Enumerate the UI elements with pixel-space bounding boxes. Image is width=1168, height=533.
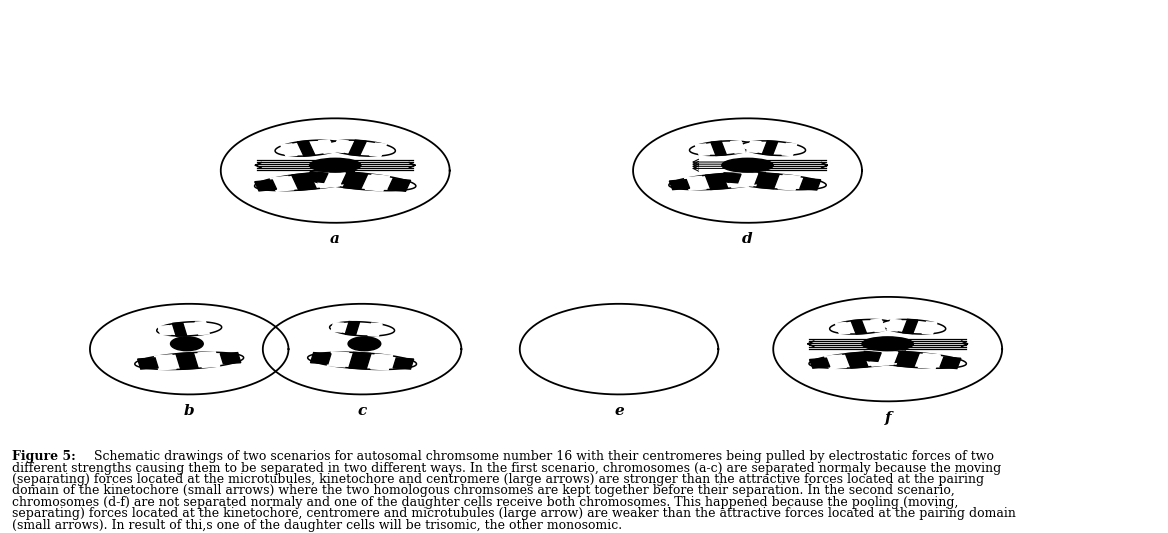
Polygon shape	[867, 351, 889, 366]
Polygon shape	[311, 353, 331, 364]
Polygon shape	[711, 141, 726, 156]
Polygon shape	[336, 171, 360, 184]
Polygon shape	[280, 144, 297, 156]
Polygon shape	[343, 172, 368, 189]
Polygon shape	[897, 351, 919, 367]
Polygon shape	[349, 352, 371, 369]
Polygon shape	[778, 175, 800, 190]
Polygon shape	[721, 173, 741, 183]
Text: e: e	[614, 404, 624, 418]
Polygon shape	[154, 355, 176, 370]
Polygon shape	[349, 140, 367, 156]
Polygon shape	[903, 319, 918, 334]
Polygon shape	[327, 140, 395, 156]
Polygon shape	[876, 351, 898, 365]
Polygon shape	[321, 171, 346, 186]
Polygon shape	[851, 320, 867, 334]
Text: a: a	[331, 232, 340, 246]
Polygon shape	[314, 172, 339, 188]
Polygon shape	[368, 323, 382, 336]
Polygon shape	[332, 140, 348, 152]
Text: b: b	[183, 404, 195, 418]
Polygon shape	[306, 172, 328, 182]
Text: chromosomes (d-f) are not separated normaly and one of the daughter cells receiv: chromosomes (d-f) are not separated norm…	[12, 496, 958, 509]
Polygon shape	[695, 144, 710, 156]
Text: Figure 5:: Figure 5:	[12, 450, 76, 463]
Polygon shape	[861, 351, 881, 361]
Polygon shape	[689, 141, 755, 156]
Polygon shape	[255, 172, 364, 191]
Polygon shape	[270, 176, 294, 191]
Polygon shape	[158, 326, 172, 335]
Polygon shape	[749, 172, 770, 184]
Polygon shape	[870, 319, 885, 332]
Polygon shape	[195, 321, 209, 335]
Polygon shape	[366, 175, 390, 191]
Text: different strengths causing them to be separated in two different ways. In the f: different strengths causing them to be s…	[12, 462, 1001, 475]
Polygon shape	[319, 140, 335, 154]
Polygon shape	[306, 172, 416, 191]
Polygon shape	[346, 321, 360, 335]
Polygon shape	[922, 322, 937, 334]
Polygon shape	[197, 352, 220, 367]
Polygon shape	[394, 358, 413, 369]
Ellipse shape	[348, 337, 381, 351]
Polygon shape	[763, 141, 778, 155]
Text: separating) forces located at the kinetochore, centromere and microtubules (larg: separating) forces located at the kineto…	[12, 507, 1015, 520]
Polygon shape	[889, 351, 910, 362]
Polygon shape	[800, 179, 821, 190]
Polygon shape	[781, 143, 797, 156]
Polygon shape	[221, 353, 241, 364]
Text: d: d	[742, 232, 753, 246]
Polygon shape	[730, 141, 745, 153]
Polygon shape	[138, 358, 158, 369]
Polygon shape	[736, 172, 758, 186]
Ellipse shape	[310, 158, 361, 172]
Polygon shape	[307, 352, 417, 369]
Polygon shape	[825, 355, 847, 369]
Polygon shape	[276, 140, 343, 156]
Polygon shape	[669, 173, 774, 190]
Polygon shape	[757, 173, 779, 189]
Polygon shape	[887, 319, 902, 331]
Polygon shape	[721, 173, 826, 190]
Polygon shape	[741, 141, 806, 156]
Polygon shape	[705, 174, 728, 190]
Polygon shape	[829, 319, 895, 334]
Polygon shape	[370, 354, 392, 370]
Polygon shape	[861, 351, 966, 368]
Polygon shape	[331, 322, 345, 332]
Polygon shape	[173, 323, 187, 336]
Polygon shape	[726, 172, 749, 188]
Polygon shape	[881, 319, 946, 334]
Polygon shape	[298, 141, 315, 156]
Polygon shape	[370, 143, 387, 157]
Polygon shape	[329, 322, 395, 336]
Polygon shape	[940, 357, 961, 369]
Text: (small arrows). In result of thi,s one of the daughter cells will be trisomic, t: (small arrows). In result of thi,s one o…	[12, 519, 621, 531]
Polygon shape	[846, 352, 868, 368]
Text: domain of the kinetochore (small arrows) where the two homologous chromsomes are: domain of the kinetochore (small arrows)…	[12, 484, 954, 497]
Polygon shape	[684, 176, 707, 190]
Polygon shape	[388, 179, 411, 191]
Text: c: c	[357, 404, 367, 418]
Text: Schematic drawings of two scenarios for autosomal chromsome number 16 with their: Schematic drawings of two scenarios for …	[90, 450, 994, 463]
Ellipse shape	[722, 158, 773, 172]
Polygon shape	[327, 352, 349, 367]
Polygon shape	[292, 173, 317, 190]
Polygon shape	[835, 322, 850, 334]
Polygon shape	[134, 352, 244, 369]
Polygon shape	[746, 141, 762, 152]
Polygon shape	[809, 351, 915, 368]
Text: f: f	[884, 411, 891, 425]
Polygon shape	[157, 322, 222, 336]
Polygon shape	[809, 358, 829, 368]
Polygon shape	[255, 180, 277, 191]
Ellipse shape	[862, 337, 913, 351]
Polygon shape	[176, 353, 199, 369]
Ellipse shape	[171, 337, 203, 351]
Polygon shape	[669, 180, 689, 190]
Text: (separating) forces located at the microtubules, kinetochore and centromere (lar: (separating) forces located at the micro…	[12, 473, 983, 486]
Polygon shape	[918, 353, 940, 369]
